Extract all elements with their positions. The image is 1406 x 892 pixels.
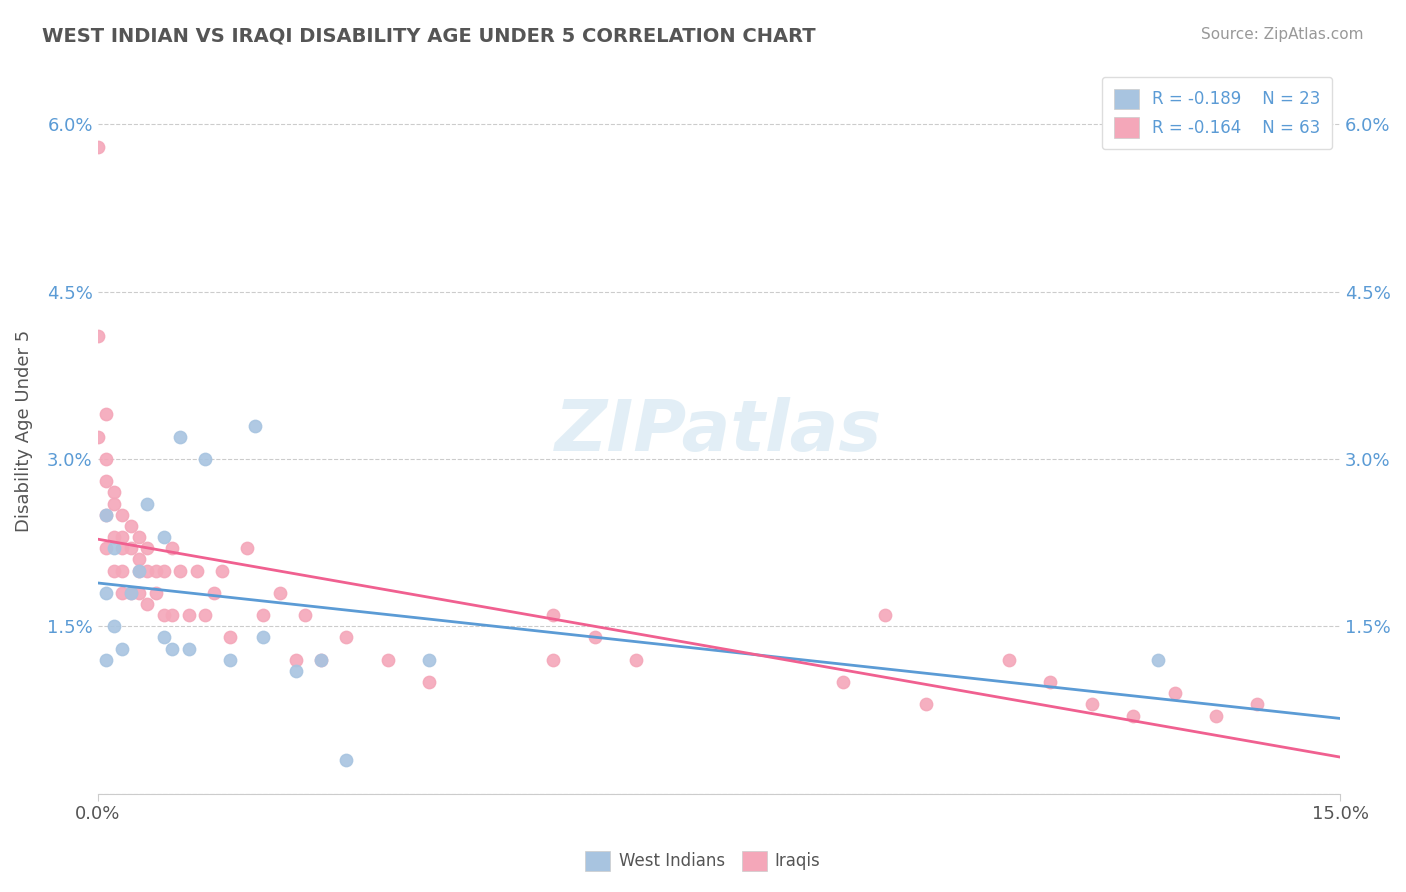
- Point: [120, 586, 142, 600]
- Point: [111, 541, 134, 556]
- Point: [128, 530, 150, 544]
- Point: [94, 541, 117, 556]
- Point: [160, 541, 183, 556]
- Point: [94, 508, 117, 522]
- Point: [177, 608, 200, 623]
- Point: [219, 653, 242, 667]
- Point: [1080, 698, 1102, 712]
- Point: [153, 564, 176, 578]
- Point: [128, 552, 150, 566]
- Point: [211, 564, 233, 578]
- Point: [145, 586, 167, 600]
- Point: [169, 564, 191, 578]
- Point: [111, 564, 134, 578]
- Point: [832, 675, 855, 690]
- Y-axis label: Disability Age Under 5: Disability Age Under 5: [15, 330, 32, 533]
- Point: [873, 608, 896, 623]
- Point: [111, 586, 134, 600]
- Point: [202, 586, 225, 600]
- Point: [94, 408, 117, 422]
- Point: [103, 530, 125, 544]
- Point: [418, 653, 440, 667]
- Point: [1246, 698, 1268, 712]
- Point: [86, 430, 108, 444]
- Point: [160, 608, 183, 623]
- Text: ZIPatlas: ZIPatlas: [555, 397, 883, 466]
- Point: [153, 530, 176, 544]
- Point: [103, 497, 125, 511]
- Point: [94, 475, 117, 489]
- Point: [252, 608, 274, 623]
- Point: [335, 753, 357, 767]
- Point: [103, 485, 125, 500]
- Point: [335, 631, 357, 645]
- Point: [219, 631, 242, 645]
- Point: [194, 608, 217, 623]
- Point: [285, 653, 308, 667]
- Point: [136, 597, 159, 611]
- Point: [583, 631, 606, 645]
- Point: [94, 508, 117, 522]
- Point: [1039, 675, 1062, 690]
- Point: [111, 530, 134, 544]
- Point: [86, 139, 108, 153]
- Point: [136, 497, 159, 511]
- Point: [136, 541, 159, 556]
- Point: [624, 653, 647, 667]
- Legend: West Indians, Iraqis: West Indians, Iraqis: [579, 844, 827, 878]
- Point: [377, 653, 399, 667]
- Point: [177, 641, 200, 656]
- Point: [128, 586, 150, 600]
- Point: [285, 664, 308, 678]
- Point: [111, 508, 134, 522]
- Point: [94, 586, 117, 600]
- Point: [86, 329, 108, 343]
- Text: Source: ZipAtlas.com: Source: ZipAtlas.com: [1201, 27, 1364, 42]
- Point: [128, 564, 150, 578]
- Point: [311, 653, 333, 667]
- Point: [541, 608, 564, 623]
- Point: [111, 641, 134, 656]
- Point: [94, 653, 117, 667]
- Point: [136, 564, 159, 578]
- Point: [145, 564, 167, 578]
- Point: [311, 653, 333, 667]
- Point: [1205, 708, 1227, 723]
- Point: [243, 418, 266, 433]
- Point: [294, 608, 316, 623]
- Point: [103, 541, 125, 556]
- Point: [915, 698, 938, 712]
- Point: [103, 619, 125, 633]
- Point: [169, 430, 191, 444]
- Legend: R = -0.189    N = 23, R = -0.164    N = 63: R = -0.189 N = 23, R = -0.164 N = 63: [1102, 77, 1331, 149]
- Point: [120, 519, 142, 533]
- Point: [120, 541, 142, 556]
- Point: [269, 586, 291, 600]
- Point: [1147, 653, 1170, 667]
- Point: [1163, 686, 1185, 700]
- Point: [120, 586, 142, 600]
- Point: [153, 608, 176, 623]
- Point: [252, 631, 274, 645]
- Point: [160, 641, 183, 656]
- Point: [128, 564, 150, 578]
- Point: [1122, 708, 1144, 723]
- Point: [541, 653, 564, 667]
- Point: [94, 452, 117, 467]
- Point: [418, 675, 440, 690]
- Point: [103, 564, 125, 578]
- Text: WEST INDIAN VS IRAQI DISABILITY AGE UNDER 5 CORRELATION CHART: WEST INDIAN VS IRAQI DISABILITY AGE UNDE…: [42, 27, 815, 45]
- Point: [194, 452, 217, 467]
- Point: [235, 541, 257, 556]
- Point: [153, 631, 176, 645]
- Point: [998, 653, 1021, 667]
- Point: [186, 564, 208, 578]
